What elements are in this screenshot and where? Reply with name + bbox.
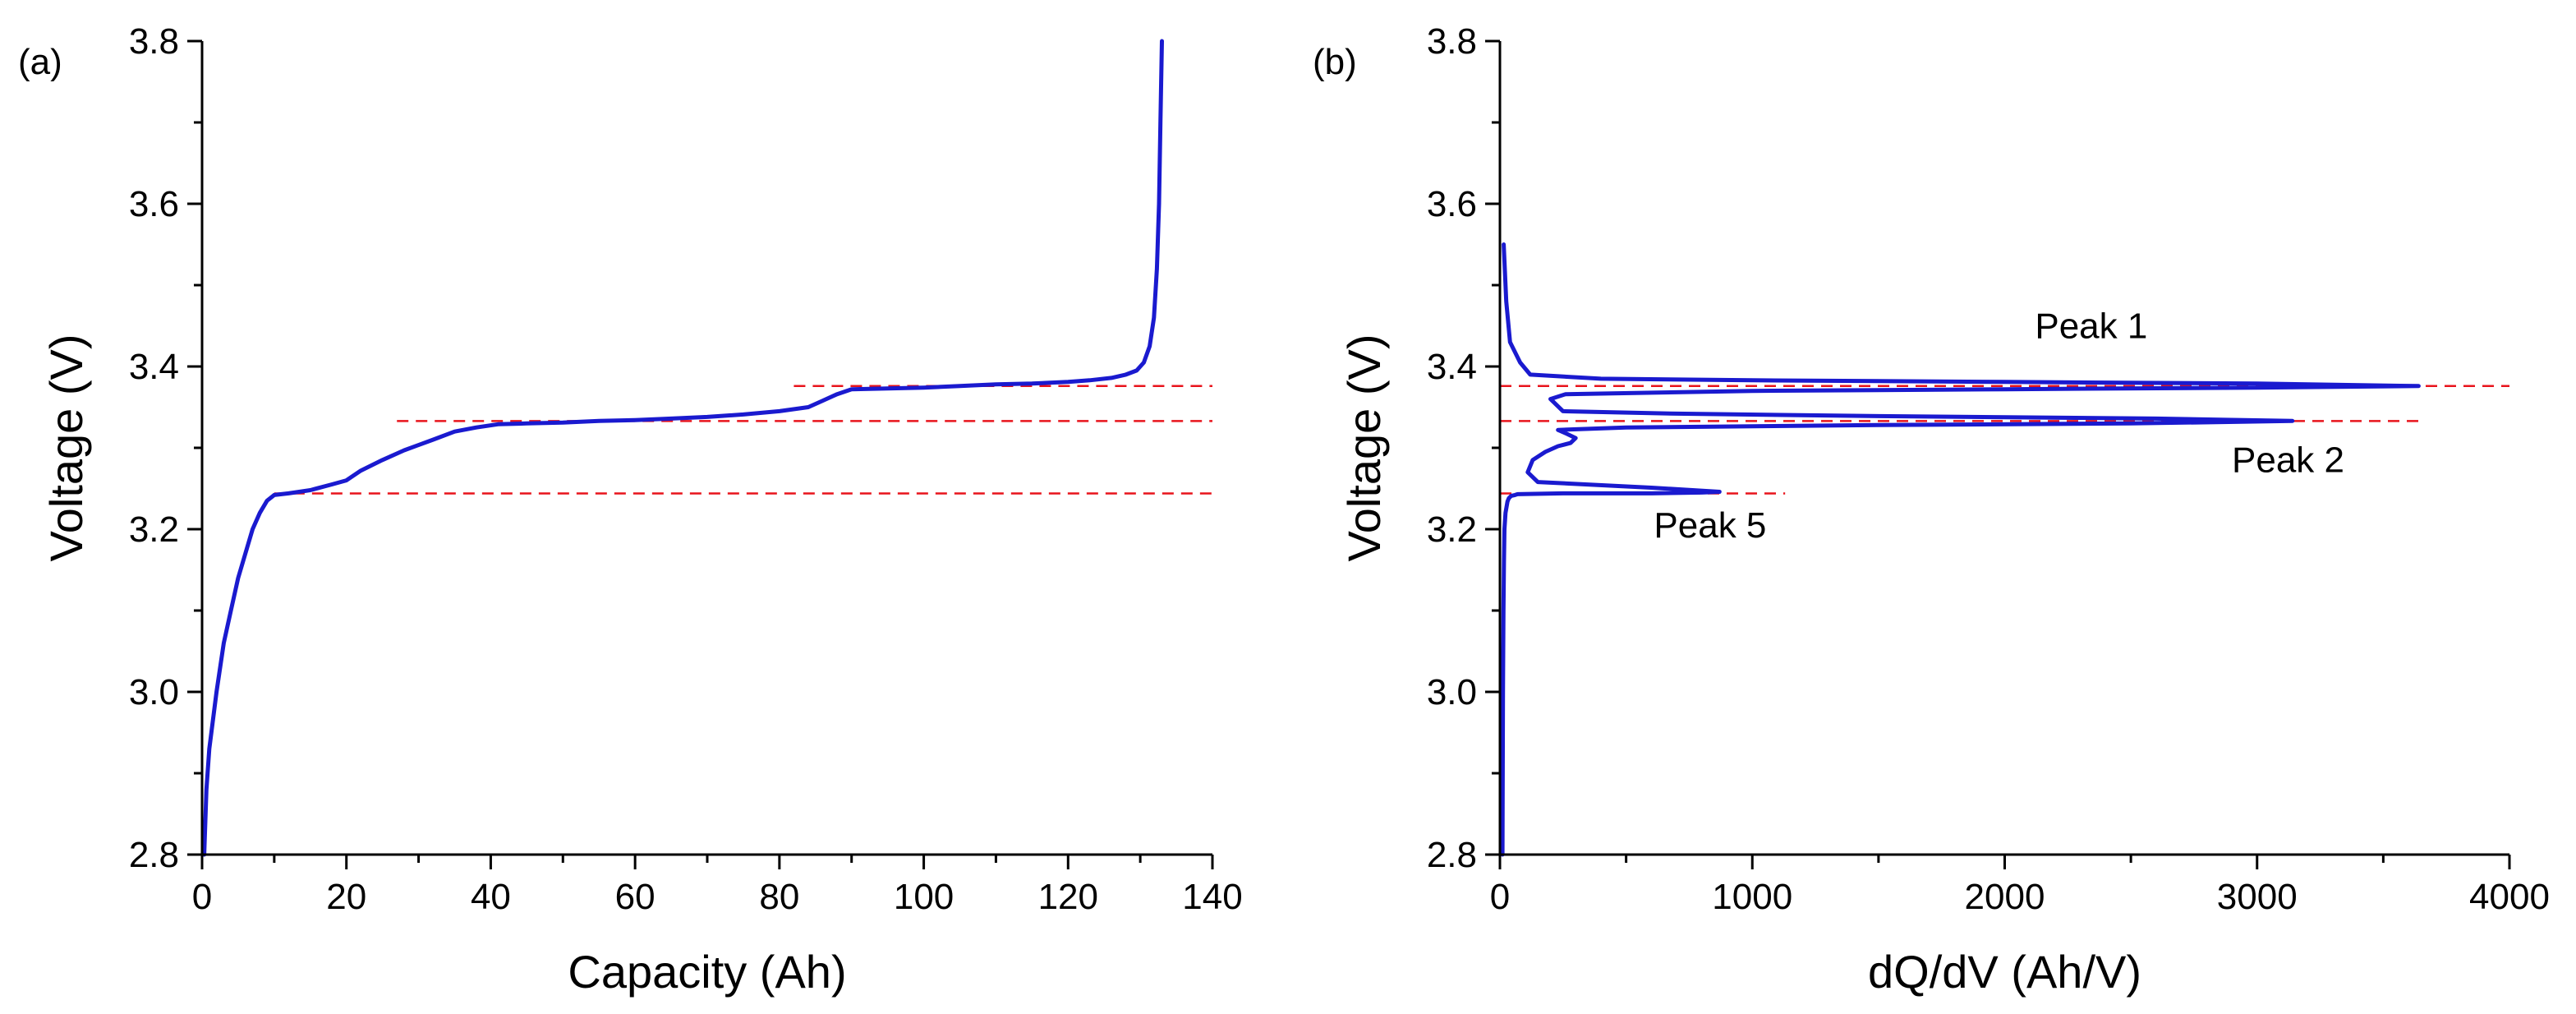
y-axis-title: Voltage (V) xyxy=(1338,334,1390,561)
y-tick-label: 3.2 xyxy=(129,509,179,550)
x-tick-label: 100 xyxy=(894,877,954,917)
y-tick-label: 3.2 xyxy=(1427,509,1477,550)
y-tick-label: 3.6 xyxy=(1427,184,1477,224)
panel-label: (b) xyxy=(1313,42,1357,82)
x-tick-label: 1000 xyxy=(1712,877,1792,917)
x-axis-title: Capacity (Ah) xyxy=(568,946,846,998)
x-tick-label: 0 xyxy=(1490,877,1510,917)
peak-annotation: Peak 1 xyxy=(2035,306,2147,346)
y-tick-label: 2.8 xyxy=(1427,835,1477,875)
y-tick-label: 3.4 xyxy=(1427,347,1477,387)
x-tick-label: 0 xyxy=(192,877,212,917)
panel-label: (a) xyxy=(18,42,62,82)
data-series-line xyxy=(1500,242,2421,857)
x-tick-label: 40 xyxy=(471,877,511,917)
x-tick-label: 3000 xyxy=(2217,877,2298,917)
x-tick-label: 60 xyxy=(615,877,656,917)
x-tick-label: 2000 xyxy=(1965,877,2045,917)
x-axis-title: dQ/dV (Ah/V) xyxy=(1868,946,2141,998)
panel-a-voltage-vs-capacity: 0 20 40 60 80 100 120 140 2.8 3.0 3.2 3.4 3.6 3.8 Capa… xyxy=(18,21,1243,998)
x-tick-label: 4000 xyxy=(2469,877,2550,917)
x-tick-label: 120 xyxy=(1038,877,1098,917)
y-tick-label: 3.8 xyxy=(1427,21,1477,62)
y-tick-label: 3.8 xyxy=(129,21,179,62)
y-tick-label: 3.0 xyxy=(1427,672,1477,712)
y-axis-title: Voltage (V) xyxy=(40,334,92,561)
y-tick-label: 3.4 xyxy=(129,347,179,387)
y-tick-label: 3.6 xyxy=(129,184,179,224)
x-tick-label: 140 xyxy=(1182,877,1242,917)
panel-b-voltage-vs-dqdv: 0 1000 2000 3000 4000 2.8 3.0 3.2 3.4 3.6 3.8 dQ/dV… xyxy=(1313,21,2550,998)
peak-annotation: Peak 2 xyxy=(2232,440,2344,481)
x-tick-label: 20 xyxy=(326,877,366,917)
x-tick-label: 80 xyxy=(759,877,799,917)
peak-annotation: Peak 5 xyxy=(1654,505,1766,546)
y-tick-label: 3.0 xyxy=(129,672,179,712)
y-tick-label: 2.8 xyxy=(129,835,179,875)
data-series-line xyxy=(202,39,1164,857)
